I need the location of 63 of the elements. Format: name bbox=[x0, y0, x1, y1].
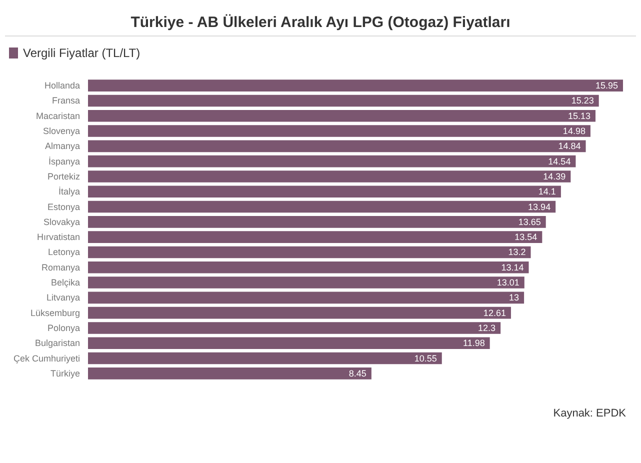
bar bbox=[88, 140, 586, 152]
data-label: 11.98 bbox=[462, 338, 485, 348]
data-label: 14.54 bbox=[548, 156, 571, 166]
y-tick-label: Fransa bbox=[52, 96, 80, 106]
y-tick-label: Polonya bbox=[47, 322, 80, 333]
bar bbox=[88, 261, 529, 274]
bar bbox=[88, 110, 596, 122]
chart-title: Türkiye - AB Ülkeleri Aralık Ayı LPG (Otogaz) Fiyatları bbox=[130, 14, 510, 31]
bar bbox=[88, 368, 372, 380]
bar bbox=[88, 94, 599, 107]
data-label: 14.1 bbox=[538, 186, 556, 197]
y-tick-label: Türkiye bbox=[50, 368, 80, 378]
y-tick-label: Çek Cumhuriyeti bbox=[13, 353, 80, 364]
y-tick-label: Letonya bbox=[48, 247, 80, 258]
bar bbox=[88, 231, 542, 243]
bar bbox=[88, 216, 546, 228]
y-tick-label: Slovakya bbox=[43, 216, 80, 227]
bar bbox=[88, 125, 590, 137]
bar bbox=[88, 306, 511, 319]
y-tick-label: Estonya bbox=[47, 202, 80, 212]
data-label: 15.23 bbox=[571, 96, 594, 106]
y-tick-label: Belçika bbox=[50, 278, 80, 288]
data-label: 13.14 bbox=[501, 262, 524, 272]
y-tick-label: Portekiz bbox=[47, 171, 80, 182]
y-tick-label: İspanya bbox=[48, 156, 80, 166]
bar bbox=[88, 292, 524, 304]
data-label: 14.39 bbox=[543, 171, 566, 182]
y-tick-label: İtalya bbox=[58, 186, 80, 197]
y-tick-label: Hırvatistan bbox=[36, 232, 80, 242]
data-label: 14.84 bbox=[558, 141, 581, 152]
data-label: 13.01 bbox=[496, 278, 520, 288]
y-tick-label: Almanya bbox=[44, 141, 80, 152]
y-tick-label: Slovenya bbox=[42, 126, 80, 136]
y-tick-label: Litvanya bbox=[46, 292, 80, 303]
data-label: 12.61 bbox=[483, 308, 506, 318]
y-tick-label: Romanya bbox=[41, 262, 80, 272]
data-label: 13.65 bbox=[518, 216, 541, 227]
bar bbox=[88, 155, 576, 168]
y-tick-label: Bulgaristan bbox=[34, 338, 80, 348]
y-tick-label: Hollanda bbox=[44, 80, 80, 91]
data-label: 13 bbox=[509, 292, 520, 303]
bar bbox=[88, 322, 501, 334]
data-label: 14.98 bbox=[562, 126, 586, 136]
data-label: 10.55 bbox=[414, 353, 437, 364]
bar bbox=[88, 246, 531, 258]
bar bbox=[88, 80, 623, 92]
bar bbox=[88, 200, 556, 213]
bar bbox=[88, 186, 561, 198]
data-label: 13.94 bbox=[528, 202, 551, 212]
legend-label: Vergili Fiyatlar (TL/LT) bbox=[23, 46, 140, 60]
bar bbox=[88, 337, 490, 350]
data-label: 15.13 bbox=[568, 110, 590, 121]
bar bbox=[88, 352, 442, 364]
bar bbox=[88, 276, 524, 288]
y-tick-label: Lüksemburg bbox=[30, 308, 80, 318]
data-label: 15.95 bbox=[595, 80, 618, 91]
text: Kaynak: EPDK bbox=[553, 408, 627, 420]
data-label: 13.54 bbox=[514, 232, 538, 242]
data-label: 12.3 bbox=[478, 322, 496, 333]
data-label: 13.2 bbox=[508, 247, 526, 258]
bar bbox=[88, 170, 571, 182]
y-tick-label: Macaristan bbox=[36, 110, 80, 121]
data-label: 8.45 bbox=[348, 368, 366, 378]
